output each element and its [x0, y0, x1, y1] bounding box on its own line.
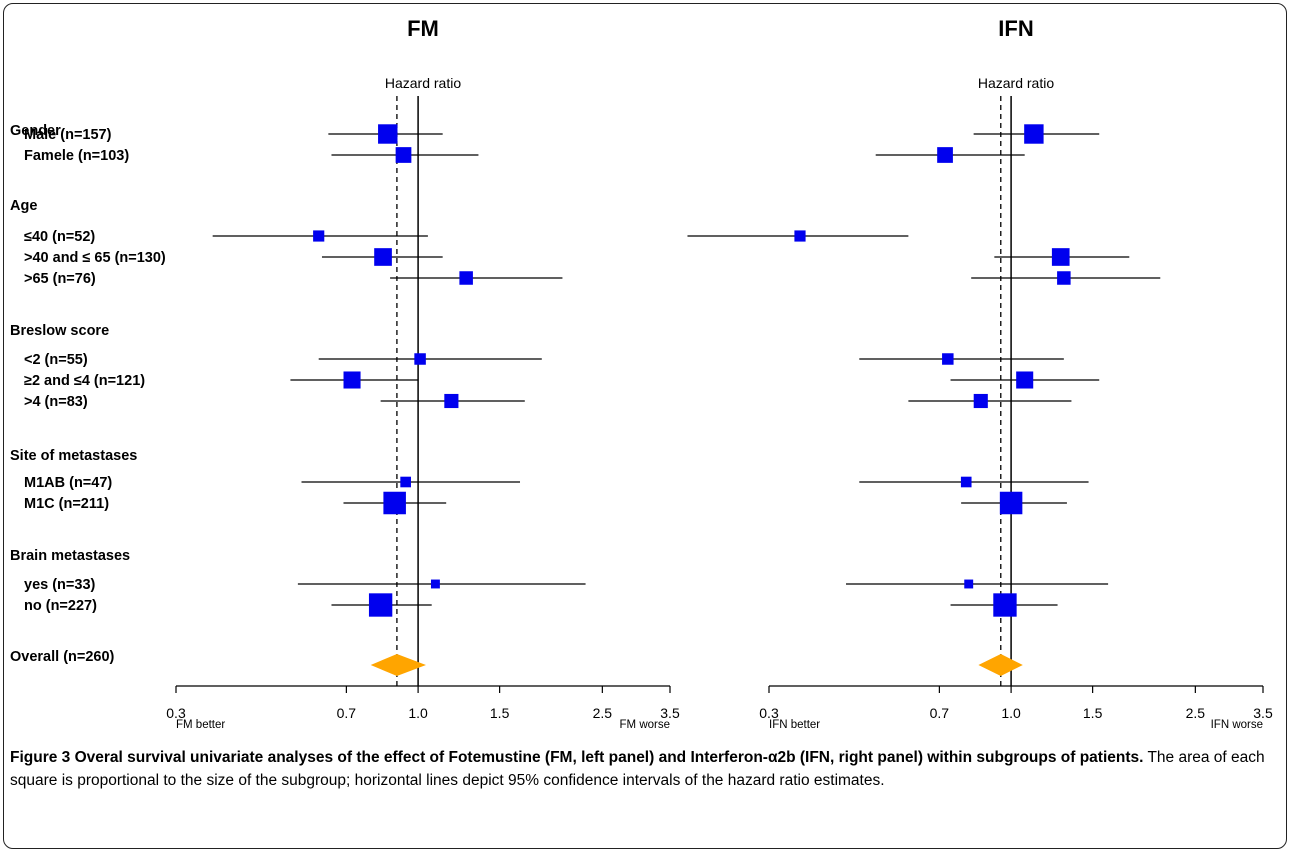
- x-tick-label: 1.5: [1083, 705, 1103, 721]
- row-label: yes (n=33): [24, 577, 96, 593]
- hazard-ratio-square: [459, 271, 473, 285]
- row-label: ≤40 (n=52): [24, 229, 95, 245]
- hazard-ratio-square: [414, 353, 426, 365]
- x-tick-label: 0.3: [166, 705, 186, 721]
- hazard-ratio-square: [1016, 371, 1034, 389]
- x-tick-label: 0.7: [337, 705, 357, 721]
- hazard-ratio-square: [1051, 248, 1070, 266]
- overall-diamond: [978, 654, 1023, 676]
- x-tick-label: 0.7: [930, 705, 950, 721]
- hazard-ratio-square: [794, 230, 806, 242]
- row-label: M1AB (n=47): [24, 475, 112, 491]
- figure-caption: Figure 3 Overal survival univariate anal…: [10, 746, 1280, 792]
- hazard-ratio-square: [313, 230, 325, 242]
- x-tick-label: 3.5: [660, 705, 680, 721]
- row-label: Famele (n=103): [24, 148, 129, 164]
- hazard-ratio-square: [1057, 271, 1071, 285]
- worse-label: FM worse: [620, 719, 670, 731]
- hazard-ratio-square: [368, 593, 393, 617]
- hazard-ratio-square: [993, 593, 1017, 617]
- caption-title: Figure 3 Overal survival univariate anal…: [10, 749, 1144, 766]
- row-label: <2 (n=55): [24, 352, 88, 368]
- panel-title: IFN: [998, 16, 1033, 41]
- caption-text: The area of each square is proportional …: [10, 749, 1265, 789]
- axis-title: Hazard ratio: [978, 75, 1054, 91]
- x-tick-label: 1.5: [490, 705, 510, 721]
- group-title: Breslow score: [10, 323, 109, 339]
- hazard-ratio-square: [1024, 124, 1044, 144]
- x-tick-label: 2.5: [1186, 705, 1206, 721]
- row-label: Male (n=157): [24, 127, 112, 143]
- row-label: no (n=227): [24, 598, 97, 614]
- better-label: IFN better: [769, 719, 820, 731]
- hazard-ratio-square: [937, 147, 953, 163]
- panel-title: FM: [407, 16, 439, 41]
- x-tick-label: 1.0: [408, 705, 428, 721]
- hazard-ratio-square: [343, 371, 361, 389]
- group-title: Brain metastases: [10, 548, 130, 564]
- x-tick-label: 1.0: [1001, 705, 1021, 721]
- group-title: Gender: [10, 123, 61, 139]
- axis-title: Hazard ratio: [385, 75, 461, 91]
- row-label: M1C (n=211): [24, 496, 109, 512]
- x-tick-label: 3.5: [1253, 705, 1273, 721]
- figure-frame: [3, 3, 1287, 849]
- hazard-ratio-square: [378, 124, 398, 144]
- row-label: >65 (n=76): [24, 271, 96, 287]
- group-title: Site of metastases: [10, 448, 137, 464]
- worse-label: IFN worse: [1211, 719, 1263, 731]
- better-label: FM better: [176, 719, 225, 731]
- overall-label: Overall (n=260): [10, 649, 115, 665]
- hazard-ratio-square: [430, 579, 440, 589]
- row-label: >4 (n=83): [24, 394, 88, 410]
- row-label: >40 and ≤ 65 (n=130): [24, 250, 166, 266]
- hazard-ratio-square: [960, 476, 972, 488]
- hazard-ratio-square: [444, 393, 459, 409]
- hazard-ratio-square: [383, 491, 406, 515]
- hazard-ratio-square: [374, 248, 392, 266]
- row-label: ≥2 and ≤4 (n=121): [24, 373, 145, 389]
- hazard-ratio-square: [395, 147, 412, 163]
- x-tick-label: 0.3: [759, 705, 779, 721]
- hazard-ratio-square: [400, 476, 411, 488]
- hazard-ratio-square: [964, 579, 974, 589]
- group-title: Age: [10, 198, 37, 214]
- hazard-ratio-square: [942, 353, 954, 365]
- overall-diamond: [370, 654, 426, 676]
- hazard-ratio-square: [999, 491, 1023, 515]
- hazard-ratio-square: [973, 393, 988, 409]
- x-tick-label: 2.5: [593, 705, 613, 721]
